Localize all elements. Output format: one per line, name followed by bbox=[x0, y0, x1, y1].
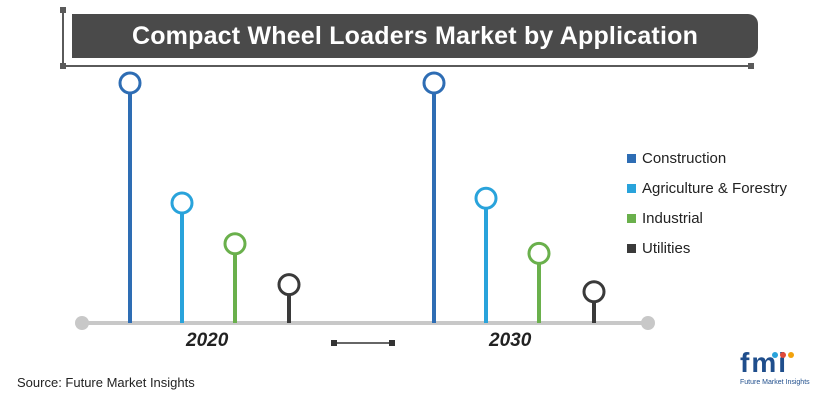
lollipop-head bbox=[118, 71, 142, 95]
source-note: Source: Future Market Insights bbox=[17, 375, 195, 390]
lollipop-head bbox=[277, 273, 301, 297]
legend-item: Industrial bbox=[627, 203, 787, 233]
legend-item: Agriculture & Forestry bbox=[627, 173, 787, 203]
lollipop-head bbox=[582, 280, 606, 304]
title-frame-corner-dot bbox=[60, 7, 66, 13]
title-frame-bottom-line bbox=[62, 65, 754, 67]
title-frame bbox=[60, 7, 754, 69]
lollipop-head bbox=[223, 232, 247, 256]
x-axis-end-cap bbox=[641, 316, 655, 330]
fmi-logo: fmi Future Market Insights bbox=[740, 349, 810, 393]
x-tick-label: 2020 bbox=[186, 330, 229, 351]
legend-swatch bbox=[627, 183, 636, 193]
lollipop-head bbox=[527, 241, 551, 265]
legend-label: Utilities bbox=[642, 239, 691, 257]
lollipop-head bbox=[422, 71, 446, 95]
title-frame-corner-dot bbox=[748, 63, 754, 69]
title-bar: Compact Wheel Loaders Market by Applicat… bbox=[72, 14, 758, 58]
legend: Construction Agriculture & Forestry Indu… bbox=[627, 143, 787, 263]
group-connector-end bbox=[389, 340, 395, 346]
lollipop-head bbox=[170, 191, 194, 215]
x-tick-label: 2030 bbox=[489, 330, 532, 351]
lollipop-head bbox=[474, 186, 498, 210]
logo-tagline: Future Market Insights bbox=[740, 379, 810, 386]
legend-item: Construction bbox=[627, 143, 787, 173]
legend-swatch bbox=[627, 243, 636, 253]
legend-label: Construction bbox=[642, 149, 727, 167]
legend-item: Utilities bbox=[627, 233, 787, 263]
title-frame-left-line bbox=[62, 10, 64, 67]
group-connector-end bbox=[331, 340, 337, 346]
legend-label: Agriculture & Forestry bbox=[642, 179, 788, 197]
logo-mark: fmi bbox=[740, 347, 788, 378]
legend-swatch bbox=[627, 153, 636, 163]
title-frame-corner-dot bbox=[60, 63, 66, 69]
legend-swatch bbox=[627, 213, 636, 223]
x-axis-end-cap bbox=[75, 316, 89, 330]
chart-title: Compact Wheel Loaders Market by Applicat… bbox=[131, 21, 699, 50]
legend-label: Industrial bbox=[642, 209, 703, 227]
logo-dots-icon bbox=[772, 345, 796, 363]
